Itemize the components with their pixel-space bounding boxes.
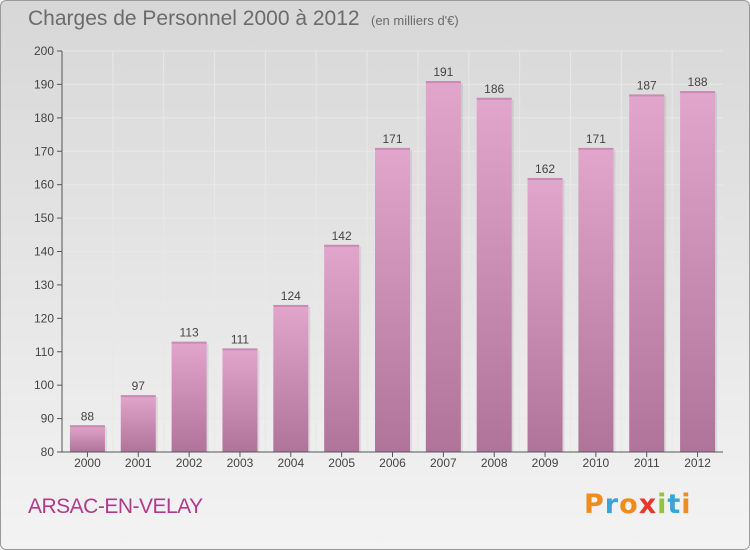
bar bbox=[578, 147, 614, 453]
data-label: 171 bbox=[382, 132, 402, 146]
bar-group: 111 bbox=[222, 332, 260, 452]
y-tick-label: 90 bbox=[41, 412, 55, 426]
bar-cap bbox=[578, 147, 614, 150]
bar-cap bbox=[273, 304, 309, 307]
bar bbox=[120, 395, 156, 452]
y-tick-label: 100 bbox=[34, 378, 54, 392]
data-label: 171 bbox=[586, 132, 606, 146]
data-label: 88 bbox=[81, 409, 95, 423]
y-tick-label: 180 bbox=[34, 111, 54, 125]
logo-letter: i bbox=[681, 489, 692, 520]
bar-group: 191 bbox=[425, 65, 463, 452]
y-tick-label: 120 bbox=[34, 311, 54, 325]
bar bbox=[171, 341, 207, 452]
y-tick-label: 190 bbox=[34, 77, 54, 91]
logo-letter: i bbox=[657, 489, 668, 520]
y-tick-label: 150 bbox=[34, 211, 54, 225]
data-label: 113 bbox=[180, 326, 199, 340]
x-tick-label: 2006 bbox=[379, 456, 406, 470]
bar-group: 171 bbox=[375, 132, 412, 453]
x-tick-label: 2012 bbox=[684, 456, 711, 470]
bar-cap bbox=[527, 177, 563, 180]
bar-cap bbox=[680, 91, 716, 94]
bar bbox=[527, 177, 563, 452]
logo-letter: x bbox=[638, 489, 658, 520]
bar-cap bbox=[375, 147, 410, 150]
data-label: 124 bbox=[281, 289, 301, 303]
bar-cap bbox=[324, 244, 360, 247]
data-label: 111 bbox=[231, 332, 250, 346]
y-tick-label: 110 bbox=[35, 345, 54, 359]
data-label: 162 bbox=[535, 162, 555, 176]
bar bbox=[69, 425, 105, 452]
bar-cap bbox=[69, 425, 105, 428]
bar bbox=[222, 348, 258, 452]
data-label: 191 bbox=[433, 65, 453, 79]
data-label: 142 bbox=[332, 229, 352, 243]
bar bbox=[425, 81, 461, 452]
bar-group: 186 bbox=[476, 82, 514, 453]
data-label: 97 bbox=[132, 379, 146, 393]
x-tick-label: 2008 bbox=[481, 456, 508, 470]
bar-group: 162 bbox=[527, 162, 565, 452]
bar bbox=[680, 91, 716, 452]
bar-cap bbox=[222, 348, 258, 351]
data-label: 188 bbox=[688, 75, 708, 89]
bar-cap bbox=[629, 94, 665, 97]
x-tick-label: 2005 bbox=[328, 456, 355, 470]
proxiti-logo[interactable]: Proxiti bbox=[584, 489, 692, 520]
bar bbox=[273, 304, 309, 452]
logo-letter: t bbox=[667, 489, 682, 520]
axes: 80 90 100 110 120 130 140 150 160 170 180 190 200 200… bbox=[34, 44, 723, 470]
data-label: 186 bbox=[484, 82, 504, 96]
x-tick-label: 2002 bbox=[176, 456, 203, 470]
y-tick-label: 170 bbox=[34, 144, 54, 158]
logo-letter: P bbox=[584, 489, 605, 520]
y-tick-label: 130 bbox=[34, 278, 54, 292]
logo-letter: r bbox=[604, 489, 620, 520]
bar bbox=[476, 97, 512, 453]
bar-cap bbox=[476, 97, 512, 100]
bar-group: 142 bbox=[324, 229, 362, 452]
data-label: 187 bbox=[637, 78, 657, 92]
y-tick-label: 80 bbox=[41, 445, 55, 459]
bar-cap bbox=[171, 341, 207, 344]
y-tick-label: 160 bbox=[34, 178, 54, 192]
bar bbox=[375, 147, 410, 453]
y-tick-label: 140 bbox=[34, 245, 54, 259]
x-tick-label: 2000 bbox=[74, 456, 101, 470]
bar-group: 188 bbox=[680, 75, 718, 452]
bar-group: 171 bbox=[578, 132, 616, 453]
bar bbox=[629, 94, 665, 453]
bar-group: 97 bbox=[120, 379, 158, 452]
chart-title: Charges de Personnel 2000 à 2012 bbox=[28, 7, 360, 30]
bar-cap bbox=[120, 395, 156, 398]
x-tick-label: 2007 bbox=[430, 456, 457, 470]
x-tick-label: 2009 bbox=[532, 456, 559, 470]
y-tick-label: 200 bbox=[34, 44, 54, 58]
chart-subtitle: (en milliers d'€) bbox=[371, 13, 459, 28]
bar-group: 113 bbox=[171, 326, 209, 452]
x-tick-label: 2004 bbox=[277, 456, 304, 470]
bar-cap bbox=[425, 81, 461, 84]
bar bbox=[324, 244, 360, 452]
logo-letter: o bbox=[619, 489, 639, 520]
bars: 88 97 113 111 124 142 171 191 186 162 171 187 188 bbox=[69, 65, 718, 453]
x-tick-label: 2003 bbox=[227, 456, 254, 470]
x-tick-label: 2010 bbox=[583, 456, 610, 470]
bar-group: 124 bbox=[273, 289, 311, 452]
bar-group: 187 bbox=[629, 78, 667, 453]
city-label: ARSAC-EN-VELAY bbox=[28, 495, 203, 518]
x-tick-label: 2011 bbox=[634, 456, 660, 470]
bar-group: 88 bbox=[69, 409, 107, 452]
x-tick-label: 2001 bbox=[125, 456, 152, 470]
